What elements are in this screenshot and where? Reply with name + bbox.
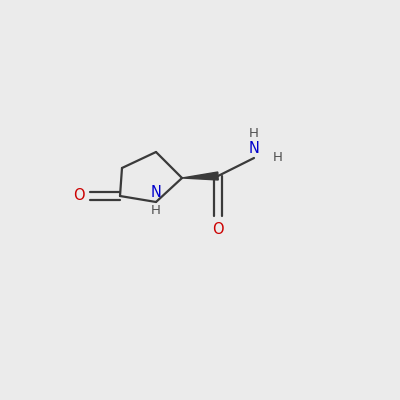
Text: H: H bbox=[273, 151, 283, 164]
Text: H: H bbox=[249, 127, 259, 140]
Text: H: H bbox=[151, 204, 161, 217]
Text: N: N bbox=[150, 186, 162, 200]
Polygon shape bbox=[182, 172, 218, 180]
Text: O: O bbox=[212, 222, 224, 236]
Text: O: O bbox=[74, 188, 85, 204]
Text: N: N bbox=[248, 141, 260, 156]
